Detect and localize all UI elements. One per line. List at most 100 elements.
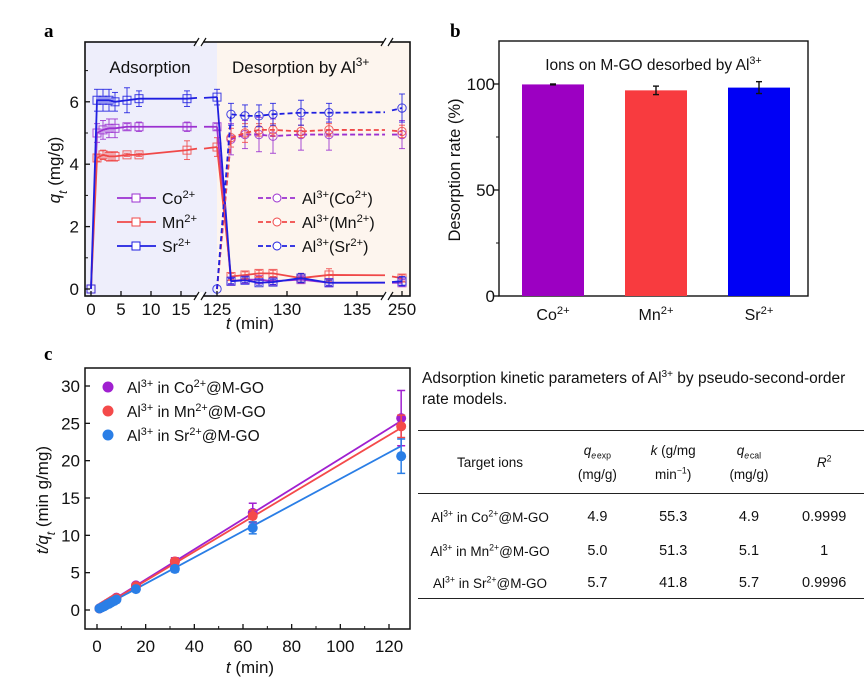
data-point [324, 125, 334, 135]
data-point [324, 278, 334, 288]
series-a-2 [86, 87, 222, 294]
series-a-5 [216, 97, 407, 288]
data-point [98, 95, 108, 105]
data-point [169, 563, 180, 574]
table-row: Al3+ in Sr2+@M-GO 5.7 41.8 5.7 0.9996 [418, 568, 864, 599]
panel-label-b: b [450, 21, 461, 42]
kinetic-table-section: Adsorption kinetic parameters of Al3+ by… [418, 368, 864, 599]
y-axis-label: Desorption rate (%) [446, 98, 464, 241]
data-point [268, 277, 278, 287]
data-point [254, 111, 264, 121]
header-qe-cal: qe cal (mg/g) [729, 443, 769, 482]
data-point [98, 150, 108, 160]
series-line [391, 280, 403, 283]
cell-r2: 0.9996 [802, 575, 847, 591]
axis-break-mark [193, 37, 200, 47]
data-point [182, 145, 192, 155]
header-qe-exp: qe exp (mg/g) [577, 443, 617, 482]
cell-r2: 0.9999 [802, 509, 847, 525]
y-tick-label: 15 [61, 489, 80, 508]
legend-label: Co2+ [162, 189, 195, 208]
legend-label: Al3+ in Sr2+@M-GO [127, 426, 260, 445]
bar-sr [728, 87, 790, 296]
desorption-region [217, 42, 410, 296]
data-point [268, 268, 278, 278]
data-point [240, 275, 250, 285]
series-line [391, 107, 403, 112]
caption-text-2: by pseudo-second-order rate models. [422, 370, 846, 408]
table-caption: Adsorption kinetic parameters of Al3+ by… [422, 368, 864, 410]
y-tick-label: 25 [61, 414, 80, 433]
data-point [104, 151, 114, 161]
data-point [92, 153, 102, 163]
break-gap [384, 38, 390, 46]
data-point [226, 109, 236, 119]
legend-marker [102, 405, 114, 417]
x-tick-label: 80 [282, 637, 301, 656]
y-tick-label: 0 [486, 287, 495, 306]
legend-marker [131, 217, 141, 227]
table-row: Al3+ in Co2+@M-GO 4.9 55.3 4.9 0.9999 [418, 494, 864, 535]
header-r2: R2 [816, 453, 832, 470]
x-tick-label: 135 [343, 300, 371, 319]
x-tick-label: 125 [203, 300, 231, 319]
series-line [391, 275, 403, 279]
y-tick-label: 6 [70, 93, 79, 112]
data-point [324, 108, 334, 118]
y-tick-label: 50 [476, 181, 495, 200]
data-point [226, 132, 236, 143]
x-tick-label: 15 [172, 300, 191, 319]
data-point [104, 123, 114, 133]
cell-target-ion: Al3+ in Mn2+@M-GO [430, 542, 550, 559]
data-point [110, 151, 120, 161]
x-tick-label: 40 [185, 637, 204, 656]
axis-break-mark [200, 291, 207, 301]
legend-marker [131, 241, 141, 251]
break-gap [197, 292, 203, 300]
x-tick-label: Co2+ [536, 305, 569, 324]
y-tick-label: 100 [467, 75, 495, 94]
data-point [396, 421, 407, 432]
series-c-0 [94, 389, 407, 614]
x-tick-label: 60 [234, 637, 253, 656]
data-point [169, 556, 180, 567]
caption-sup: 3+ [661, 368, 673, 380]
x-axis-label: t (min) [226, 314, 274, 333]
data-point [104, 95, 114, 105]
cell-qe-cal: 4.9 [738, 509, 760, 525]
axis-break-mark [387, 37, 394, 47]
data-point [122, 95, 132, 105]
data-point [134, 94, 144, 104]
data-point [110, 123, 120, 133]
cell-r2: 1 [820, 543, 829, 559]
data-point [240, 128, 250, 138]
data-point [110, 97, 120, 107]
data-point [240, 111, 250, 121]
panel-label-c: c [44, 344, 52, 365]
legend-label: Mn2+ [162, 213, 197, 232]
axis-break-mark [387, 291, 394, 301]
legend-label: Al3+(Co2+) [302, 189, 373, 208]
axis-break-mark [200, 37, 207, 47]
legend-marker [272, 217, 282, 227]
break-gap [384, 292, 390, 300]
cell-qe-exp: 5.0 [587, 543, 608, 559]
data-point [92, 95, 102, 105]
header-k: k (g/mg min−1) [650, 443, 696, 482]
x-axis-label: t (min) [226, 658, 274, 677]
kinetic-parameters-table: Target ions qe exp (mg/g) k (g/mg min−1) q… [418, 430, 864, 599]
cell-k: 51.3 [659, 543, 688, 559]
region-label-desorption: Desorption by Al3+ [232, 55, 369, 77]
chart-a: a Adsorption Desorption by Al3+ 0 2 4 6 0 5 10 1… [44, 21, 416, 333]
data-point [296, 273, 306, 283]
bar-co [522, 84, 584, 296]
axis-break-mark [380, 291, 387, 301]
x-tick-label: 0 [92, 637, 101, 656]
y-tick-label: 4 [70, 155, 79, 174]
x-tick-label: Sr2+ [745, 305, 774, 324]
series-a-8 [212, 93, 407, 294]
cell-qe-exp: 4.9 [587, 509, 608, 525]
axis-break-mark [193, 291, 200, 301]
table-header-row: Target ions qe exp (mg/g) k (g/mg min−1) q… [418, 430, 864, 494]
cell-k: 41.8 [659, 575, 688, 591]
